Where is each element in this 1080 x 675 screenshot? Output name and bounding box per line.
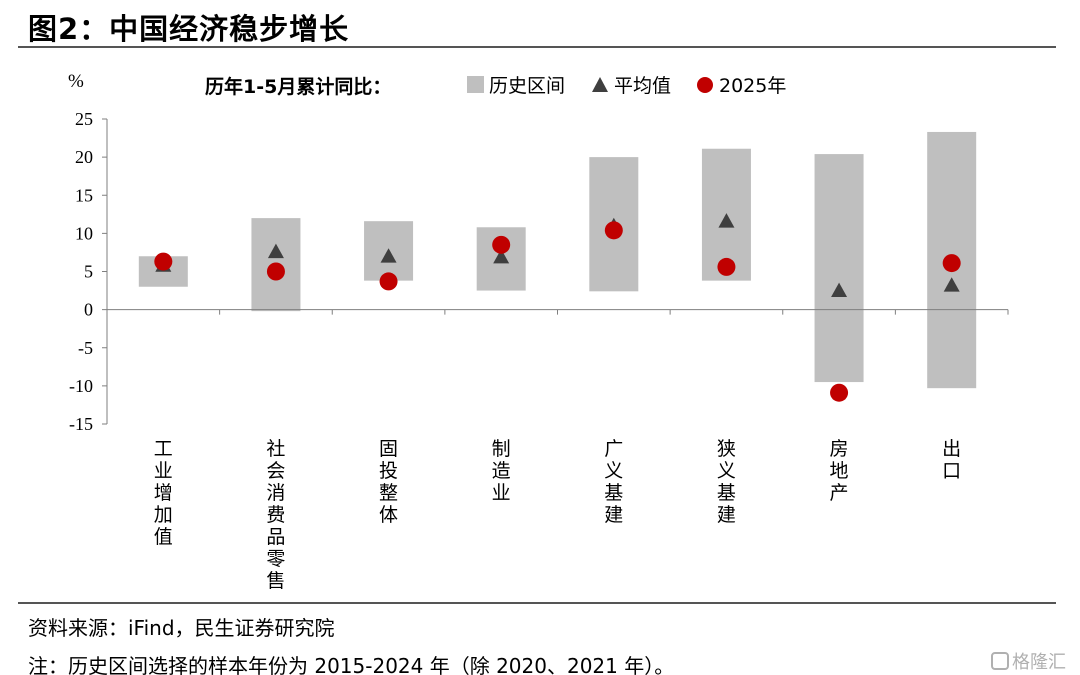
figure-title: 图2：中国经济稳步增长 <box>28 12 350 46</box>
source-note: 资料来源：iFind，民生证券研究院 <box>28 616 335 640</box>
y-tick-label: -15 <box>69 414 93 434</box>
footnote: 注：历史区间选择的样本年份为 2015-2024 年（除 2020、2021 年… <box>28 654 675 675</box>
bottom-rule <box>18 602 1056 604</box>
unit-label: % <box>68 71 84 92</box>
legend-label: 平均值 <box>614 75 671 97</box>
y-tick-label: 0 <box>84 300 93 320</box>
x-category-label: 制造业 <box>492 438 511 504</box>
y-tick-label: 25 <box>75 109 93 129</box>
legend-2025-swatch <box>697 77 713 93</box>
x-category-label: 工业增加值 <box>154 438 173 548</box>
x-category-label: 社会消费品零售 <box>266 438 285 592</box>
legend-label: 2025年 <box>719 75 786 97</box>
mean-triangle <box>267 243 284 259</box>
x-category-label: 出口 <box>942 438 961 482</box>
watermark-text: 格隆汇 <box>1012 652 1066 673</box>
value-2025-dot <box>942 254 961 273</box>
chart: % 历年1-5月累计同比： 历史区间 平均值 2025年 -15 -10 -5 0 5 10 15… <box>68 71 1009 592</box>
legend: 历年1-5月累计同比： 历史区间 平均值 2025年 <box>205 75 786 98</box>
value-2025-dot <box>266 262 285 281</box>
value-2025-dot <box>717 257 736 276</box>
mean-triangle <box>380 248 397 263</box>
x-category-label: 固投整体 <box>379 438 398 526</box>
legend-title: 历年1-5月累计同比： <box>205 75 391 98</box>
y-tick-label: -10 <box>69 376 93 396</box>
value-2025-dot <box>379 272 398 291</box>
legend-range-swatch <box>467 76 484 93</box>
value-2025-dot <box>604 221 623 240</box>
y-tick-label: 15 <box>75 185 93 205</box>
x-category-label: 狭义基建 <box>717 438 736 526</box>
mean-triangle <box>493 249 510 264</box>
y-tick-label: 10 <box>75 223 93 243</box>
x-category-label: 广义基建 <box>604 438 623 526</box>
y-tick-label: 20 <box>75 147 93 167</box>
y-tick-label: -5 <box>78 338 93 358</box>
y-tick-label: 5 <box>84 262 93 282</box>
legend-label: 历史区间 <box>489 75 565 97</box>
value-2025-dot <box>830 383 849 402</box>
value-2025-dot <box>492 235 511 254</box>
x-category-label: 房地产 <box>830 438 849 504</box>
mean-triangle <box>943 277 960 292</box>
watermark: 格隆汇 <box>991 648 1066 674</box>
top-rule <box>18 46 1056 48</box>
mean-triangle <box>718 213 735 228</box>
value-2025-dot <box>154 252 173 271</box>
legend-mean-swatch <box>592 77 608 92</box>
range-bar <box>814 154 864 383</box>
watermark-logo-icon <box>991 652 1009 670</box>
mean-triangle <box>831 282 848 297</box>
